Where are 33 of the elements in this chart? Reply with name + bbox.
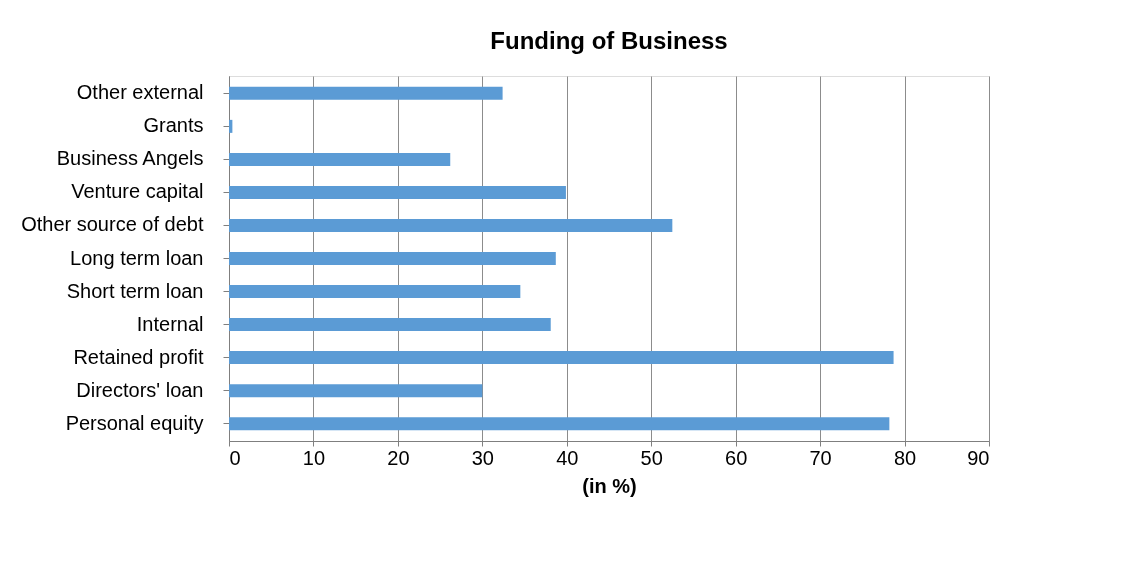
bar — [229, 252, 556, 265]
y-tick-label: Short term loan — [66, 279, 204, 302]
y-tick-label: Long term loan — [70, 246, 204, 269]
y-tick-label: Directors' loan — [76, 378, 204, 401]
x-tick-label: 60 — [725, 446, 748, 469]
x-tick-label: 50 — [640, 446, 663, 469]
x-tick-label: 20 — [387, 446, 410, 469]
bar — [229, 384, 483, 398]
chart-title: Funding of Business — [490, 27, 728, 54]
y-tick-label: Venture capital — [71, 180, 204, 203]
x-tick-label: 30 — [471, 446, 494, 469]
bar — [229, 218, 673, 232]
x-tick-label: 90 — [967, 446, 990, 469]
bar — [229, 318, 551, 332]
y-tick-label: Personal equity — [65, 411, 204, 434]
bar — [229, 351, 894, 365]
x-tick-label: 40 — [556, 446, 579, 469]
x-tick-label: 10 — [302, 446, 326, 469]
y-tick-label: Other source of debt — [21, 213, 204, 236]
x-tick-label: 0 — [229, 446, 241, 469]
y-tick-label: Grants — [143, 114, 204, 137]
bar — [229, 86, 503, 100]
bar — [229, 285, 521, 299]
x-tick-label: 80 — [893, 446, 917, 469]
bar — [229, 185, 566, 199]
bar — [229, 152, 451, 166]
y-tick-label: Internal — [136, 312, 204, 335]
x-tick-label: 70 — [809, 446, 832, 469]
y-tick-label: Retained profit — [73, 345, 204, 368]
y-tick-label: Other external — [76, 81, 204, 104]
bar — [229, 417, 890, 431]
x-axis-title: (in %) — [582, 474, 637, 497]
y-tick-label: Business Angels — [56, 147, 204, 170]
